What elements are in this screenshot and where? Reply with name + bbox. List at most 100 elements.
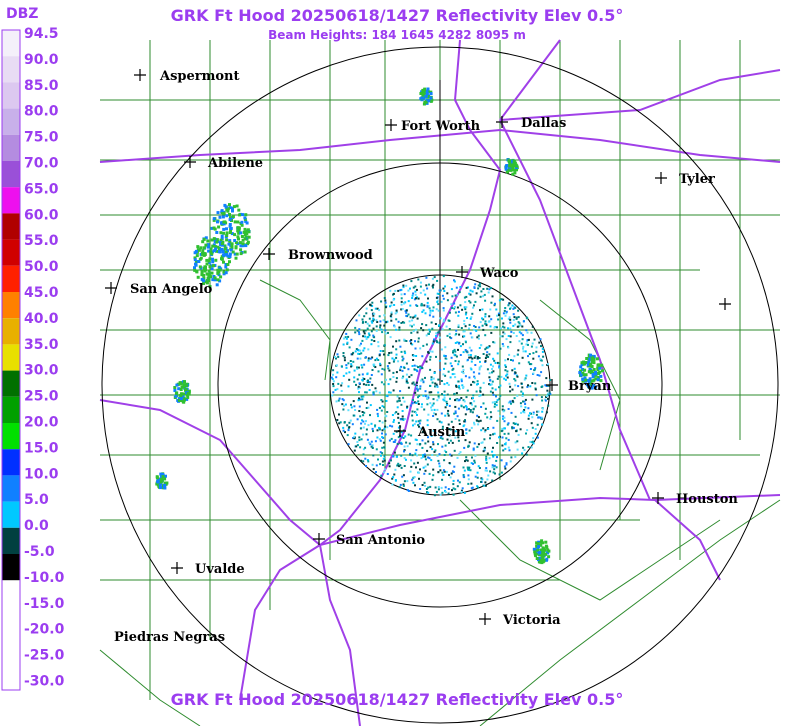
- echo: [410, 459, 413, 462]
- echo: [405, 380, 408, 383]
- echo: [397, 426, 400, 429]
- echo: [474, 377, 476, 380]
- echo: [443, 396, 446, 399]
- echo: [429, 96, 433, 100]
- echo: [581, 377, 585, 381]
- echo: [237, 208, 241, 212]
- echo: [454, 334, 457, 337]
- echo: [403, 465, 406, 467]
- echo: [415, 381, 418, 384]
- echo: [456, 306, 459, 309]
- echo: [469, 409, 472, 411]
- echo: [508, 302, 511, 305]
- echo: [244, 213, 248, 217]
- echo: [343, 359, 346, 362]
- echo: [546, 551, 550, 555]
- echo: [438, 420, 441, 423]
- echo: [355, 445, 358, 448]
- echo: [443, 449, 446, 452]
- echo: [597, 363, 601, 367]
- echo: [468, 327, 470, 330]
- echo: [385, 378, 387, 381]
- echo: [367, 384, 370, 386]
- echo: [411, 343, 414, 346]
- echo: [375, 329, 378, 332]
- scale-swatch: [2, 56, 20, 83]
- echo: [592, 361, 596, 365]
- echo: [422, 380, 425, 383]
- echo: [536, 374, 539, 376]
- echo: [217, 246, 221, 250]
- echo: [232, 205, 236, 209]
- echo: [484, 322, 487, 325]
- echo: [463, 469, 466, 472]
- echo: [389, 424, 392, 427]
- echo: [413, 368, 416, 371]
- echo: [214, 258, 218, 262]
- echo: [461, 308, 464, 311]
- echo: [432, 286, 434, 289]
- echo: [460, 405, 463, 408]
- echo: [516, 448, 519, 451]
- city-marker: [479, 613, 491, 625]
- echo: [397, 320, 400, 323]
- echo: [483, 448, 486, 451]
- echo: [403, 449, 406, 452]
- echo: [540, 539, 544, 543]
- echo: [540, 359, 543, 362]
- echo: [542, 355, 545, 358]
- echo: [526, 340, 529, 343]
- echo: [491, 479, 494, 482]
- echo: [477, 287, 480, 290]
- echo: [480, 441, 483, 444]
- echo: [463, 330, 466, 333]
- echo: [476, 357, 479, 360]
- echo: [205, 258, 209, 262]
- echo: [512, 324, 515, 327]
- echo: [448, 404, 451, 407]
- echo: [419, 366, 422, 369]
- echo: [361, 373, 364, 376]
- echo: [539, 358, 542, 361]
- echo: [481, 308, 484, 311]
- echo: [233, 239, 237, 242]
- echo: [235, 204, 239, 208]
- echo: [370, 330, 373, 333]
- echo: [494, 302, 496, 305]
- echo: [202, 282, 206, 285]
- echo: [373, 363, 376, 366]
- echo: [383, 459, 386, 462]
- echo: [541, 557, 545, 561]
- echo: [496, 352, 499, 355]
- echo: [441, 393, 443, 396]
- echo: [499, 335, 502, 338]
- echo: [458, 333, 461, 336]
- echo: [418, 422, 421, 425]
- echo: [520, 405, 523, 408]
- echo: [578, 371, 582, 375]
- echo: [536, 542, 540, 546]
- echo: [518, 331, 521, 334]
- echo: [357, 366, 360, 369]
- echo: [380, 300, 383, 303]
- echo: [455, 294, 458, 297]
- echo: [490, 383, 493, 386]
- echo: [539, 558, 543, 562]
- echo: [512, 164, 515, 168]
- echo: [425, 324, 428, 327]
- echo: [522, 350, 525, 353]
- echo: [504, 364, 507, 367]
- echo: [472, 371, 475, 374]
- echo: [440, 348, 443, 351]
- echo: [378, 438, 381, 441]
- echo: [401, 355, 404, 358]
- echo: [599, 374, 603, 378]
- echo: [436, 418, 439, 421]
- echo: [369, 443, 372, 446]
- echo: [184, 388, 188, 392]
- echo: [342, 343, 345, 346]
- echo: [403, 302, 405, 305]
- echo: [436, 399, 439, 402]
- scale-label: 15.0: [24, 440, 59, 456]
- echo: [484, 320, 487, 323]
